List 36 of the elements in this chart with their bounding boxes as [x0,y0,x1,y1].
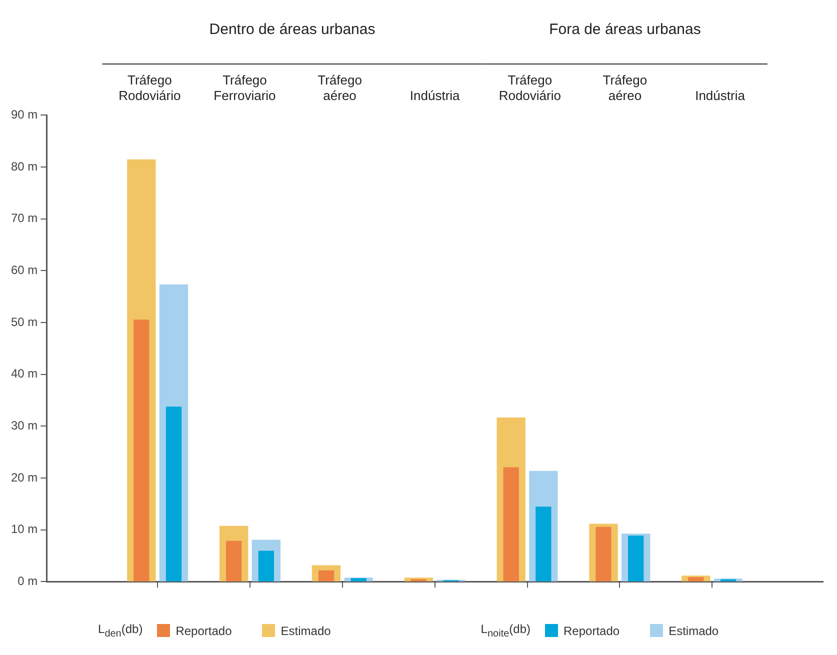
text: Fora de áreas urbanas [549,21,701,38]
bar [596,526,612,582]
y-tick-label: 80 m [10,159,38,174]
legend-label: Estimado [280,624,331,638]
bar [166,406,182,582]
bar [688,577,704,582]
x-tick-label: Tráfego Ferroviario [214,72,276,103]
bar [258,550,274,582]
y-tick-label: 10 m [10,522,38,536]
y-tick-label: 30 m [10,418,38,432]
bar [226,540,242,582]
y-tick-label: 0 m [18,574,38,588]
y-tick-label: 20 m [10,470,38,484]
x-tick-label: Tráfego Rodoviário [498,72,561,103]
y-tick-label: 90 m [10,108,38,122]
bar [318,570,334,582]
x-tick-label: Tráfego aéreo [318,72,362,103]
y-tick-label: 50 m [10,314,38,329]
bar [134,320,150,582]
bar [350,578,366,582]
y-tick-label: 40 m [10,366,38,381]
y-tick-label: 60 m [10,262,38,277]
y-tick-label: 70 m [10,211,38,226]
text: Dentro de áreas urbanas [209,21,376,38]
x-tick-label: Indústria [695,88,746,103]
legend-label: Reportado [562,624,620,638]
x-tick-label: Tráfego aéreo [602,72,648,103]
bar [536,506,552,582]
legend-label: Estimado [668,624,719,638]
text: L$_{noite}$(db) [480,622,531,640]
x-tick-label: Tráfego Rodoviário [118,72,181,103]
x-tick-label: Indústria [410,88,461,103]
bar [628,536,644,582]
bar [503,467,519,582]
legend-label: Reportado [174,624,232,638]
text: L$_{den}$(db) [98,622,143,640]
